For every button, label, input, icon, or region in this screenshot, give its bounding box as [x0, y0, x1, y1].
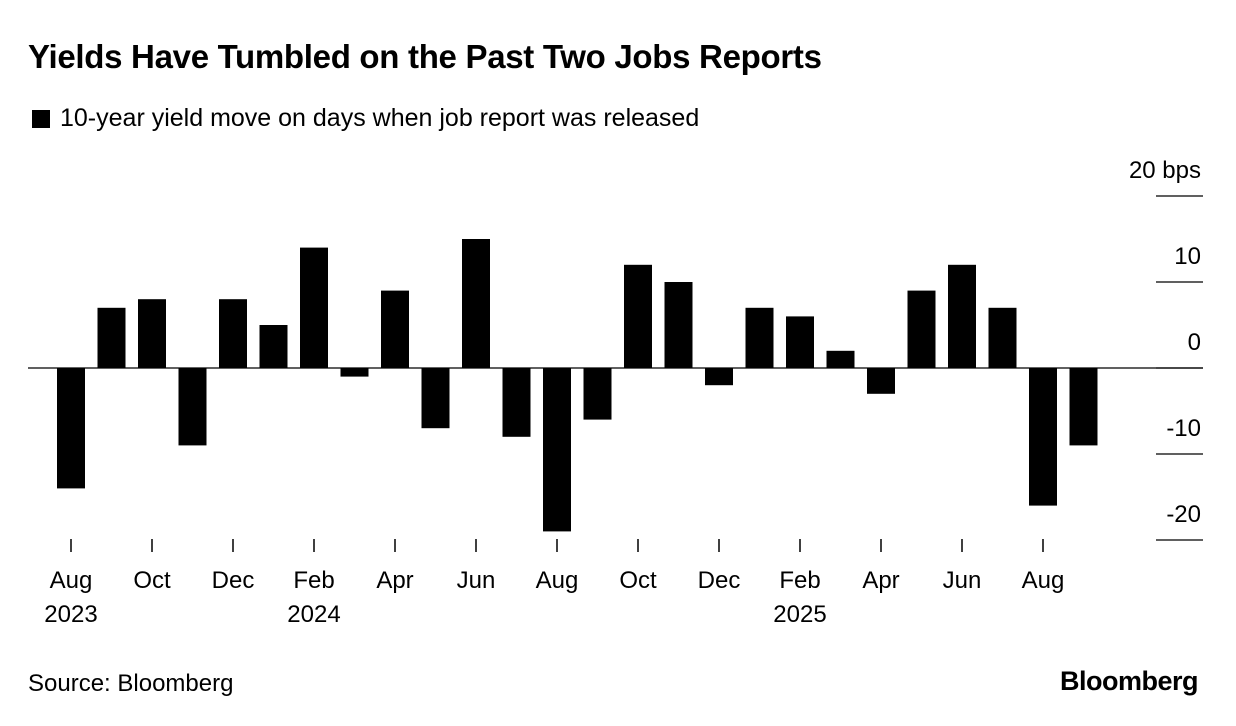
- bar-dec-2023: [219, 299, 247, 368]
- x-axis: Aug 2023 Oct Dec Feb 2024 Apr Jun Aug Oct Dec Feb 20…: [44, 539, 1064, 628]
- bar-feb-2025: [786, 316, 814, 368]
- bar-feb-2024: [300, 247, 328, 368]
- x-tick-label: Jun: [457, 567, 496, 594]
- y-axis: 20 bps 10 0 -10 -20: [1129, 157, 1203, 541]
- x-tick-label: Apr: [376, 567, 413, 594]
- bar-sep-2023: [97, 307, 126, 368]
- x-tick-label: Dec: [698, 567, 741, 594]
- bar-jun-2025: [948, 264, 976, 368]
- legend-swatch: [32, 109, 50, 128]
- bar-aug-2024: [543, 368, 571, 532]
- x-year-label: 2025: [773, 601, 826, 628]
- bar-aug-2023: [57, 368, 85, 489]
- bar-nov-2023: [178, 368, 207, 446]
- x-tick-label: Feb: [293, 567, 334, 594]
- bloomberg-logo: Bloomberg: [1059, 666, 1199, 696]
- x-year-label: 2024: [287, 601, 340, 628]
- x-tick-label: Aug: [1022, 567, 1065, 594]
- y-tick-label: 0: [1188, 329, 1201, 356]
- y-tick-label: -20: [1166, 501, 1201, 528]
- x-year-label: 2023: [44, 601, 97, 628]
- x-tick-label: Apr: [862, 567, 899, 594]
- bar-chart: 20 bps 10 0 -10 -20 Aug 2023 Oct Dec Feb 2024 Apr J…: [28, 157, 1203, 628]
- x-tick-label: Oct: [133, 567, 171, 594]
- x-tick-label: Jun: [943, 567, 982, 594]
- x-tick-label: Dec: [212, 567, 255, 594]
- x-tick-label: Aug: [50, 567, 93, 594]
- y-tick-label: -10: [1166, 415, 1201, 442]
- chart-title: Yields Have Tumbled on the Past Two Jobs…: [28, 38, 822, 75]
- bar-jul-2025: [988, 307, 1017, 368]
- x-tick-label: Aug: [536, 567, 579, 594]
- bar-apr-2024: [381, 290, 409, 368]
- source-note: Source: Bloomberg: [28, 670, 234, 697]
- x-tick-label: Feb: [779, 567, 820, 594]
- bar-mar-2025: [826, 350, 855, 368]
- bar-oct-2023: [138, 299, 166, 368]
- bar-jan-2025: [745, 307, 774, 368]
- bar-oct-2024: [624, 264, 652, 368]
- bar-apr-2025: [867, 368, 895, 394]
- bar-may-2025: [907, 290, 936, 368]
- legend: 10-year yield move on days when job repo…: [32, 104, 699, 133]
- y-tick-label: 10: [1174, 243, 1201, 270]
- bar-aug-2025: [1029, 368, 1057, 506]
- bar-dec-2024: [705, 368, 733, 386]
- bar-jan-2024: [259, 325, 288, 368]
- bar-sep-2024: [583, 368, 612, 420]
- bar-jun-2024: [462, 239, 490, 368]
- bars-layer: [57, 239, 1098, 532]
- y-tick-label: 20 bps: [1129, 157, 1201, 184]
- legend-label: 10-year yield move on days when job repo…: [60, 104, 700, 132]
- bar-may-2024: [421, 368, 450, 429]
- x-tick-label: Oct: [619, 567, 657, 594]
- bar-sep-2025: [1069, 368, 1098, 446]
- bar-mar-2024: [340, 368, 369, 377]
- bar-nov-2024: [664, 282, 693, 368]
- bar-jul-2024: [502, 368, 531, 437]
